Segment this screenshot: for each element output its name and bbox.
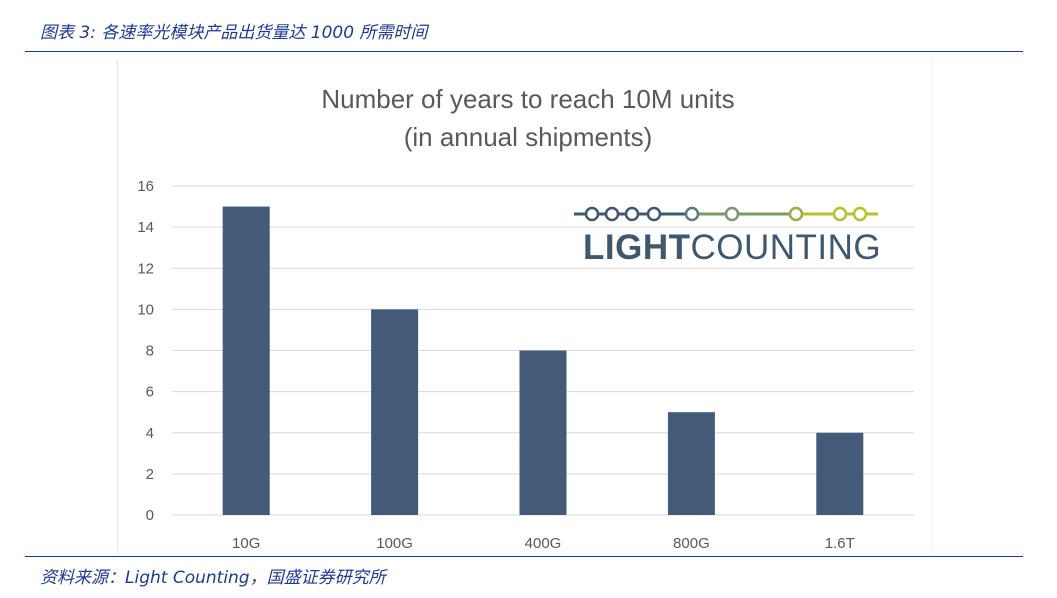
y-tick-label: 14 <box>137 219 154 236</box>
x-tick-label: 100G <box>376 535 413 552</box>
x-tick-label: 1.6T <box>825 535 855 552</box>
bar-400g <box>519 350 567 515</box>
logo-circuit-line <box>574 206 878 222</box>
y-tick-label: 0 <box>146 507 154 524</box>
x-tick-label: 400G <box>525 535 562 552</box>
y-tick-label: 10 <box>137 301 154 318</box>
x-tick-label: 800G <box>673 535 710 552</box>
chart-title-line: Number of years to reach 10M units <box>321 84 734 114</box>
y-tick-label: 2 <box>146 466 154 483</box>
bar-100g <box>371 309 419 515</box>
x-tick-label: 10G <box>232 535 260 552</box>
top-divider <box>25 51 1023 52</box>
y-tick-label: 16 <box>137 178 154 195</box>
y-tick-label: 8 <box>146 343 154 360</box>
y-tick-label: 12 <box>137 260 154 277</box>
chart-title-line: (in annual shipments) <box>404 122 653 152</box>
lightcounting-logo: LIGHTCOUNTING <box>566 200 886 280</box>
bottom-divider <box>25 556 1023 557</box>
bar-800g <box>667 412 715 515</box>
y-tick-label: 4 <box>146 425 154 442</box>
logo-wordmark: LIGHTCOUNTING <box>583 228 882 267</box>
bar-1-6t <box>816 432 864 515</box>
figure-caption: 图表 3: 各速率光模块产品出货量达 1000 所需时间 <box>40 23 428 43</box>
y-tick-label: 6 <box>146 384 154 401</box>
source-note: 资料来源：Light Counting，国盛证券研究所 <box>40 568 386 588</box>
bar-10g <box>222 206 270 515</box>
